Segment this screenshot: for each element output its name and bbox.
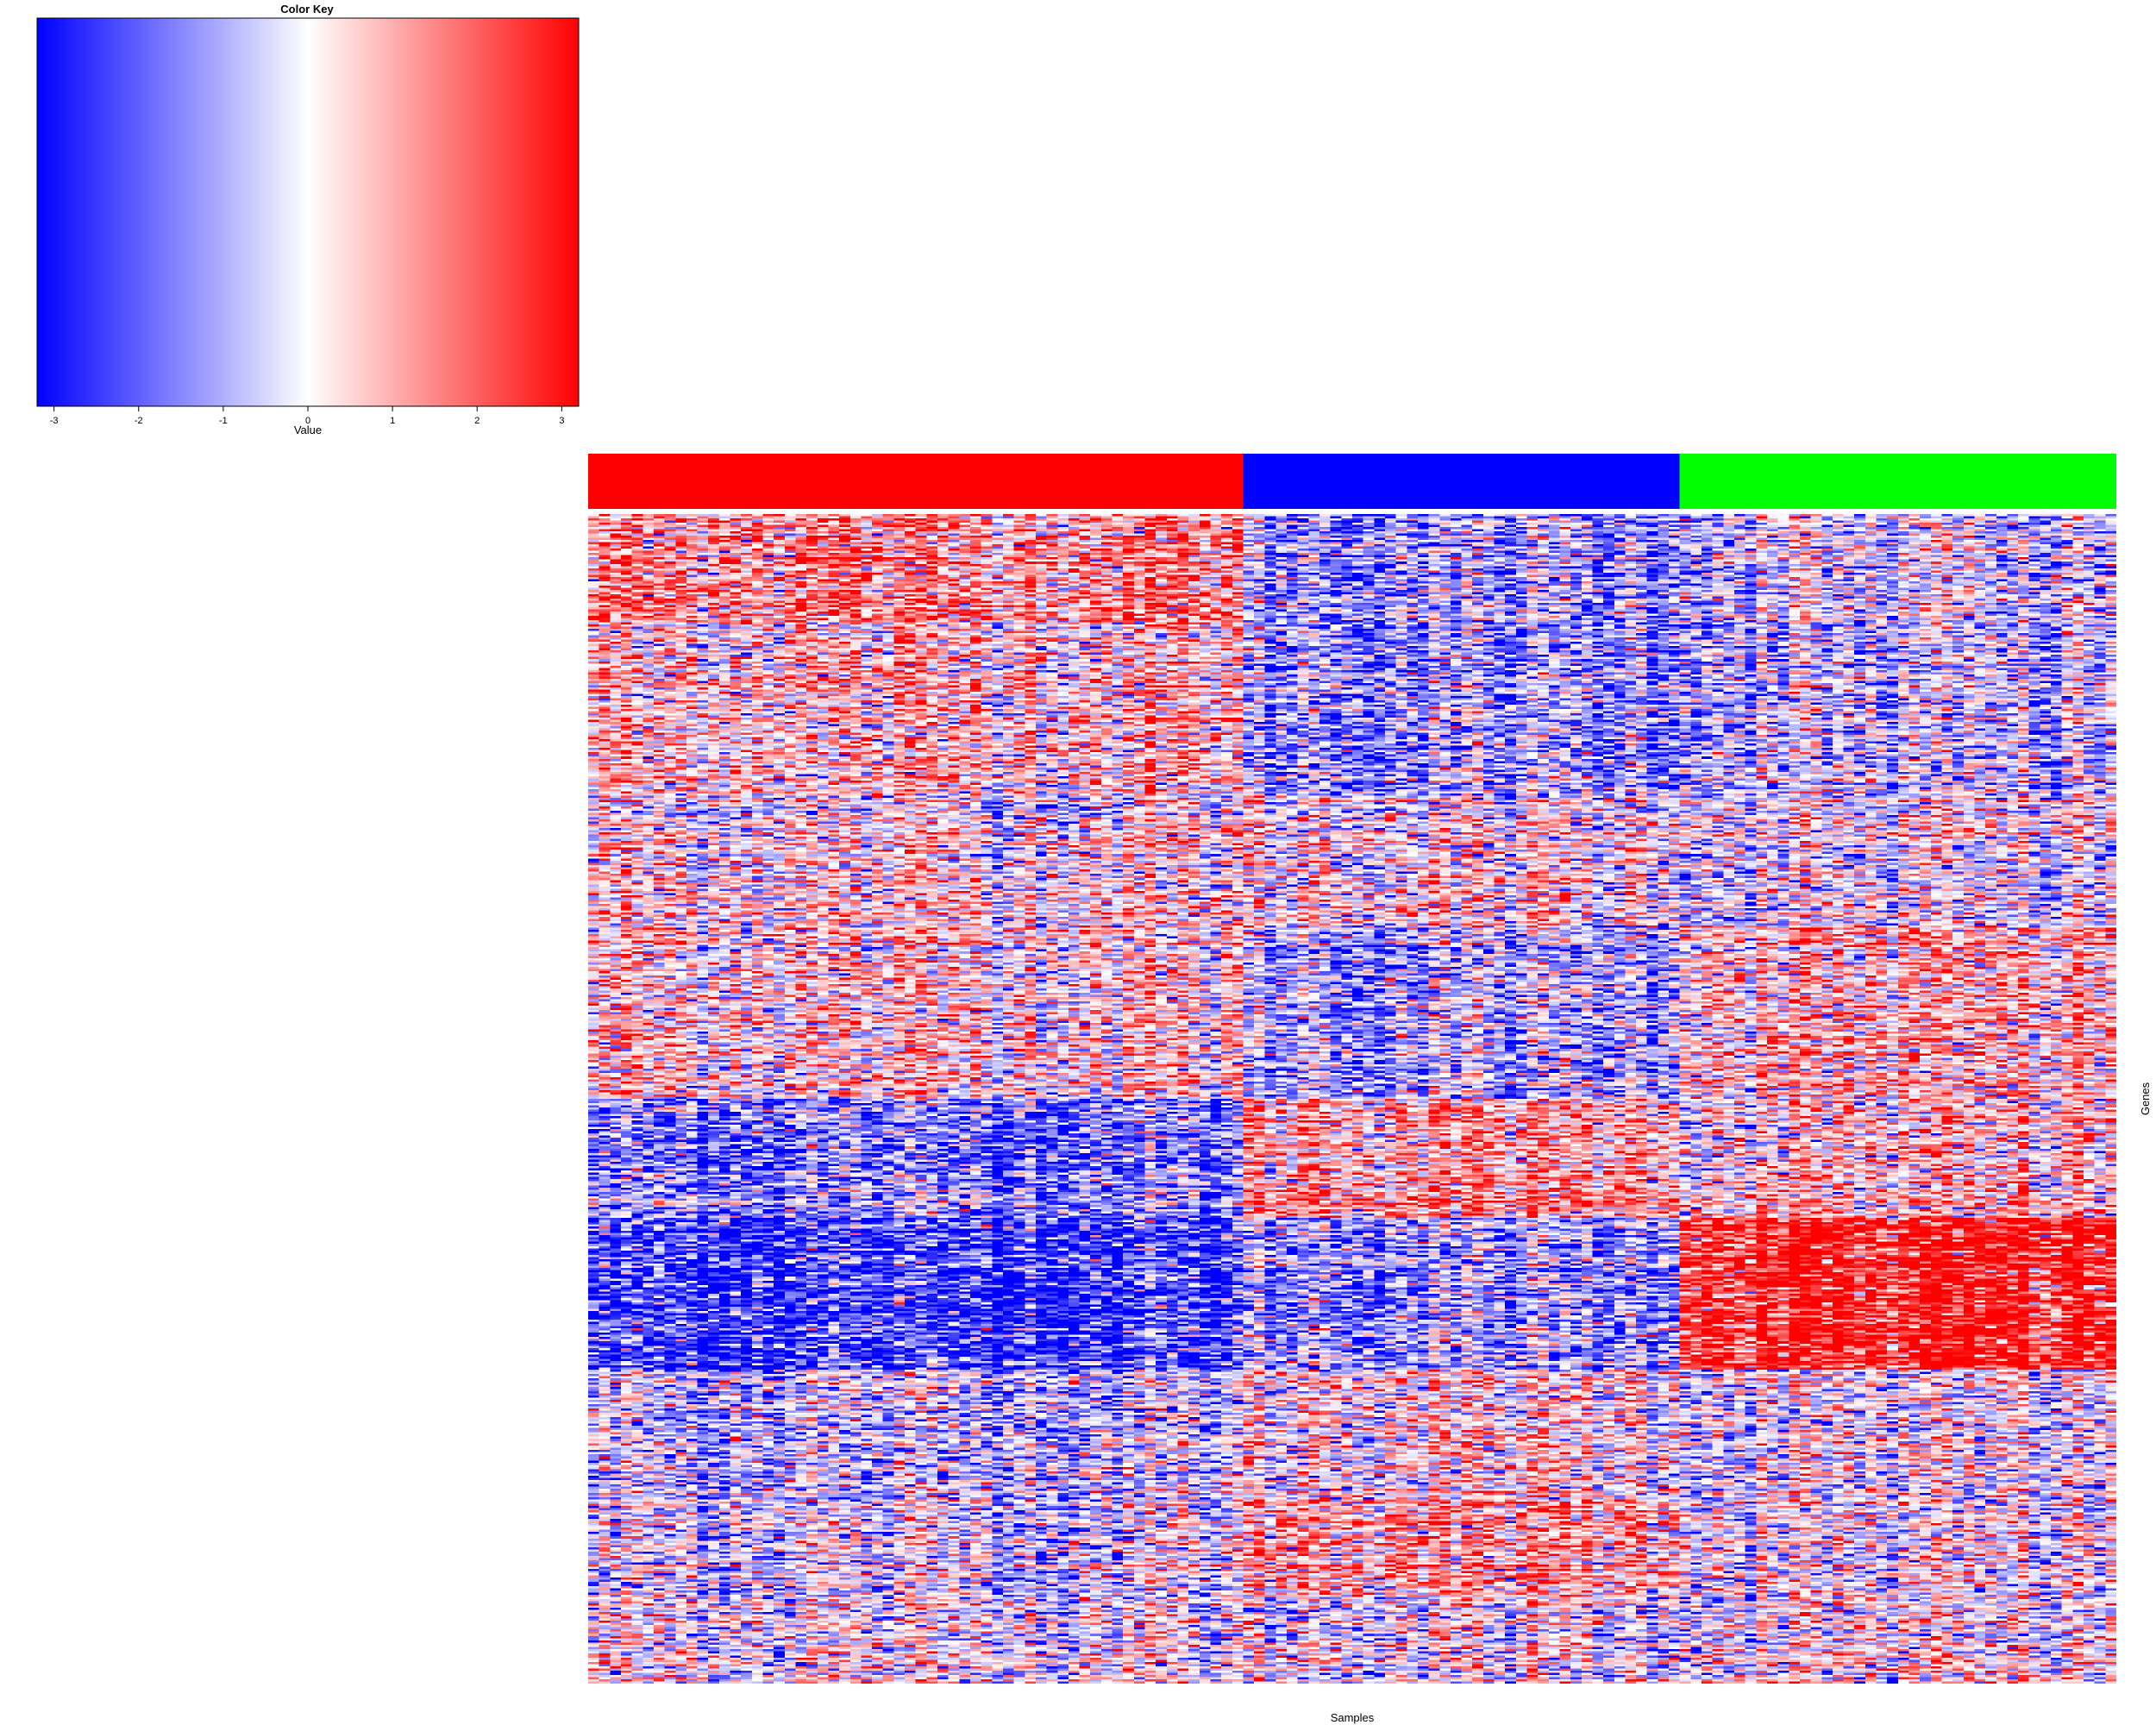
color-key-gradient [36,17,580,407]
y-axis-label: Genes [2139,1082,2152,1115]
heatmap-cells [588,514,2116,1684]
color-key-tick-label: 2 [474,416,479,426]
color-key-title: Color Key [280,3,334,16]
x-axis-label: Samples [1331,1711,1375,1724]
heatmap-matrix [588,514,2116,1684]
sample-group-blue [1243,454,1680,509]
color-key-tick-label: 0 [305,416,310,426]
color-key-ticks: -3 -2 -1 0 1 2 3 [50,406,564,426]
sample-group-red [588,454,1244,509]
color-key-tick-label: -3 [50,416,59,426]
color-key: Color Key -3 -2 -1 0 1 2 3 Value [36,3,580,436]
color-key-value-label: Value [294,423,322,436]
color-key-tick-label: 1 [390,416,395,426]
sample-group-bar [588,454,2116,509]
color-key-tick-label: -1 [219,416,228,426]
sample-group-green [1679,454,2116,509]
color-key-tick-label: -2 [135,416,143,426]
color-key-tick-label: 3 [559,416,564,426]
